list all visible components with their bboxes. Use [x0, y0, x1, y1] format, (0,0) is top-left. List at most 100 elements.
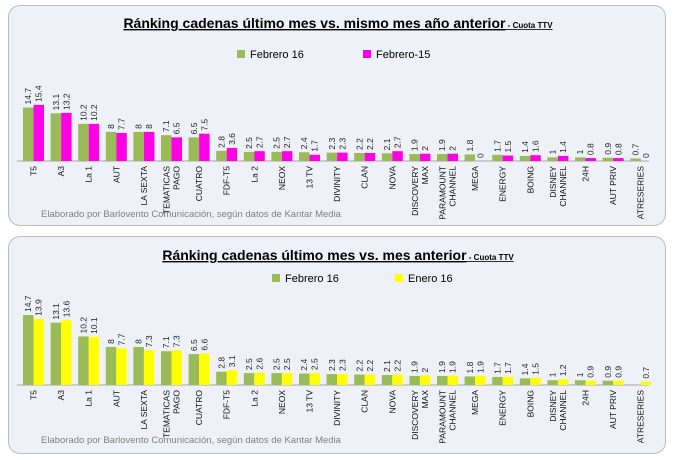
bar	[530, 155, 541, 161]
category-label: DISNEY	[548, 166, 558, 198]
data-label: 8	[144, 124, 154, 129]
data-label: 2.5	[244, 358, 254, 370]
bar	[171, 350, 182, 385]
bar	[492, 376, 503, 385]
bar	[271, 151, 282, 161]
data-label: 1.7	[310, 140, 320, 152]
data-label: 1.9	[448, 361, 458, 373]
chart-subtitle: - Cuota TTV	[467, 253, 515, 262]
data-label: 2	[448, 146, 458, 151]
bar	[585, 380, 596, 385]
bar	[502, 376, 514, 385]
data-label: 2.5	[244, 137, 254, 149]
category-label: PARAMOUNT	[438, 390, 448, 444]
data-label: 7.1	[161, 336, 171, 348]
data-label: 1	[575, 372, 585, 377]
data-label: 1.5	[503, 140, 513, 152]
data-label: 6.5	[172, 122, 182, 134]
category-label: PAGO	[172, 166, 182, 190]
data-label: 3.6	[227, 133, 237, 145]
data-label: 3.1	[227, 355, 237, 367]
category-label: BOING	[525, 390, 535, 417]
legend-swatch	[395, 274, 403, 282]
category-label: A3	[56, 390, 66, 401]
data-label: 7.1	[161, 120, 171, 132]
bar-chart: Ránking cadenas último mes vs. mes anter…	[17, 247, 652, 446]
bar	[281, 151, 293, 161]
bar	[161, 135, 172, 161]
bar	[602, 157, 614, 161]
data-label: 2.5	[282, 358, 292, 370]
data-label: 2.1	[382, 360, 392, 372]
data-label: 1.4	[520, 141, 530, 153]
data-label: 7.3	[144, 335, 154, 347]
bar	[326, 374, 338, 385]
legend-label: Febrero-15	[376, 49, 430, 61]
bar	[143, 131, 155, 161]
category-label: CUATRO	[194, 390, 204, 426]
chart-subtitle: - Cuota TTV	[505, 21, 553, 30]
bar	[61, 112, 72, 161]
bar	[105, 346, 117, 385]
data-label: 1.8	[465, 361, 475, 373]
bar	[78, 336, 89, 385]
category-label: PARAMOUNT	[438, 166, 448, 220]
data-label: 2.2	[354, 138, 364, 150]
data-label: 1.2	[558, 364, 568, 376]
data-label: 6.6	[199, 338, 209, 350]
bar	[254, 372, 265, 385]
data-label: 14.7	[23, 88, 33, 105]
category-label: CHANNEL	[558, 166, 568, 207]
data-label: 8	[106, 339, 116, 344]
bar	[640, 381, 652, 385]
bar	[437, 375, 448, 385]
data-label: 2	[420, 367, 430, 372]
bar	[171, 137, 182, 161]
data-label: 1.7	[492, 362, 502, 374]
category-label: DIVINITY	[332, 166, 342, 202]
bar	[23, 107, 34, 161]
data-label: 0.9	[586, 366, 596, 378]
bar	[33, 104, 44, 161]
data-label: 13.1	[51, 93, 61, 110]
category-label: TEMATICAS	[162, 166, 172, 214]
data-label: 2.7	[282, 136, 292, 148]
data-label: 0.9	[603, 366, 613, 378]
bar	[630, 158, 641, 161]
bar	[226, 147, 238, 161]
category-label: CLAN	[360, 390, 370, 413]
data-label: 2.6	[255, 358, 265, 370]
data-label: 1.8	[465, 139, 475, 151]
bar	[475, 375, 486, 385]
data-label: 2.4	[299, 358, 309, 370]
data-label: 2.8	[216, 136, 226, 148]
category-label: NEOX	[277, 390, 287, 414]
bar-chart: Ránking cadenas último mes vs. mismo mes…	[17, 15, 651, 220]
data-label: 1.6	[531, 140, 541, 152]
data-label: 10.2	[78, 317, 88, 334]
category-label: AUT PRIV	[608, 390, 618, 429]
data-label: 2.3	[327, 138, 337, 150]
bar	[326, 152, 338, 161]
data-label: 7.7	[117, 333, 127, 345]
data-label: 7.7	[117, 118, 127, 130]
category-label: NEOX	[277, 166, 287, 190]
bar	[419, 153, 431, 161]
bar	[23, 315, 34, 385]
bar	[613, 158, 624, 161]
category-label: PAGO	[172, 390, 182, 414]
bar	[50, 322, 62, 385]
data-label: 0.9	[603, 143, 613, 155]
data-label: 13.1	[51, 303, 61, 320]
bar	[447, 153, 458, 161]
bar	[364, 374, 376, 385]
bar	[464, 376, 476, 385]
data-label: 1.5	[531, 363, 541, 375]
legend-swatch	[363, 50, 371, 58]
bar	[392, 374, 403, 385]
data-label: 2.2	[393, 359, 403, 371]
bar	[243, 373, 255, 385]
bar	[575, 157, 586, 161]
data-label: 6.5	[189, 122, 199, 134]
legend-swatch	[237, 50, 245, 58]
